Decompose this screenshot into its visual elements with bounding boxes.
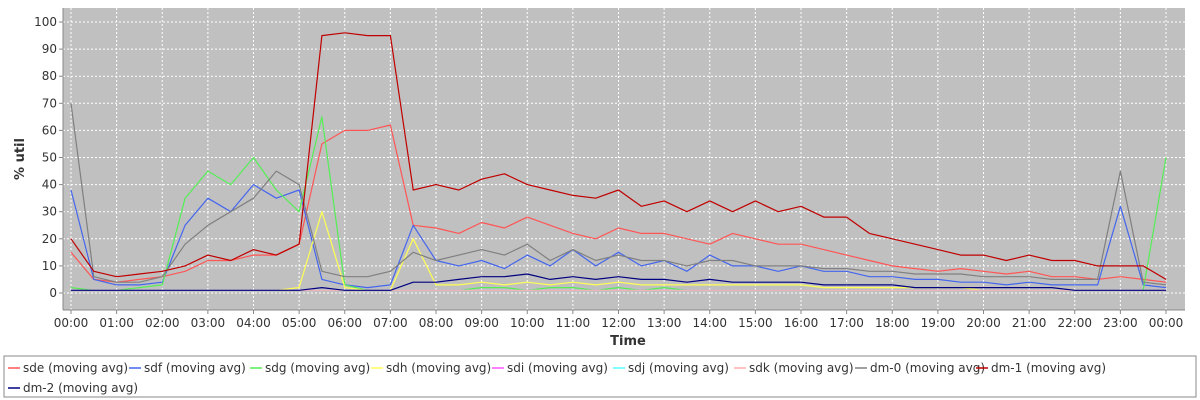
- legend-label: dm-2 (moving avg): [23, 381, 138, 395]
- legend-item: sdj (moving avg): [613, 361, 729, 375]
- legend-item: sdk (moving avg): [734, 361, 854, 375]
- legend-label: sdk (moving avg): [749, 361, 854, 375]
- x-tick-label: 15:00: [738, 316, 773, 330]
- y-tick-label: 100: [34, 15, 57, 29]
- legend-label: dm-0 (moving avg): [870, 361, 985, 375]
- y-tick-label: 20: [42, 232, 57, 246]
- y-tick-label: 30: [42, 205, 57, 219]
- x-tick-label: 03:00: [191, 316, 226, 330]
- series-9: [71, 273, 1166, 291]
- legend-item: sde (moving avg): [8, 361, 128, 375]
- x-tick-label: 07:00: [373, 316, 408, 330]
- x-tick-label: 09:00: [464, 316, 499, 330]
- y-tick-label: 50: [42, 151, 57, 165]
- x-tick-label: 02:00: [145, 316, 180, 330]
- legend-item: dm-0 (moving avg): [855, 361, 985, 375]
- x-tick-label: 10:00: [510, 316, 545, 330]
- axis-layer: 0 10 20 30 40 50 60 70 80 90 100 00:00 01:00 02:00 03:…: [34, 8, 1185, 330]
- legend-label: dm-1 (moving avg): [991, 361, 1106, 375]
- x-tick-label: 01:00: [99, 316, 134, 330]
- legend-label: sdf (moving avg): [144, 361, 246, 375]
- x-tick-label: 12:00: [601, 316, 636, 330]
- legend-item: dm-1 (moving avg): [976, 361, 1106, 375]
- legend-label: sdg (moving avg): [265, 361, 370, 375]
- plot-background: [63, 8, 1185, 310]
- legend-item: sdi (moving avg): [492, 361, 608, 375]
- x-tick-label: 06:00: [327, 316, 362, 330]
- series-line: [71, 273, 1166, 291]
- x-tick-label: 11:00: [556, 316, 591, 330]
- series-layer: [70, 32, 1167, 291]
- x-tick-label: 17:00: [829, 316, 864, 330]
- y-tick-label: 40: [42, 178, 57, 192]
- series-line: [70, 184, 1167, 289]
- x-tick-label: 13:00: [647, 316, 682, 330]
- y-tick-label: 10: [42, 259, 57, 273]
- x-tick-label: 05:00: [282, 316, 317, 330]
- x-tick-label: 08:00: [419, 316, 454, 330]
- x-tick-label: 00:00: [54, 316, 89, 330]
- series-8: [70, 32, 1167, 280]
- series-line: [70, 103, 1167, 286]
- legend: sde (moving avg) sdf (moving avg) sdg (mov…: [8, 361, 1106, 395]
- x-tick-label: 19:00: [921, 316, 956, 330]
- x-tick-label: 23:00: [1103, 316, 1138, 330]
- series-line: [70, 32, 1167, 280]
- x-tick-label: 22:00: [1057, 316, 1092, 330]
- y-tick-label: 0: [49, 286, 57, 300]
- legend-item: sdf (moving avg): [129, 361, 246, 375]
- series-7: [70, 103, 1167, 286]
- series-1: [70, 184, 1167, 289]
- x-tick-label: 00:00: [1149, 316, 1184, 330]
- x-tick-label: 16:00: [784, 316, 819, 330]
- grid-layer: [63, 8, 1185, 310]
- series-line: [70, 124, 1167, 283]
- x-tick-label: 18:00: [875, 316, 910, 330]
- legend-item: dm-2 (moving avg): [8, 381, 138, 395]
- x-tick-label: 14:00: [692, 316, 727, 330]
- y-axis-title: % util: [13, 138, 28, 180]
- series-0: [70, 124, 1167, 283]
- y-tick-label: 80: [42, 69, 57, 83]
- legend-item: sdh (moving avg): [371, 361, 491, 375]
- legend-label: sdj (moving avg): [628, 361, 729, 375]
- x-tick-label: 21:00: [1012, 316, 1047, 330]
- legend-label: sdh (moving avg): [386, 361, 491, 375]
- y-tick-label: 90: [42, 42, 57, 56]
- y-tick-label: 60: [42, 123, 57, 137]
- legend-label: sdi (moving avg): [507, 361, 608, 375]
- x-tick-label: 20:00: [966, 316, 1001, 330]
- legend-label: sde (moving avg): [23, 361, 128, 375]
- x-tick-label: 04:00: [236, 316, 271, 330]
- y-tick-label: 70: [42, 96, 57, 110]
- legend-item: sdg (moving avg): [250, 361, 370, 375]
- x-axis-title: Time: [610, 334, 646, 349]
- legend-box: [3, 355, 1197, 398]
